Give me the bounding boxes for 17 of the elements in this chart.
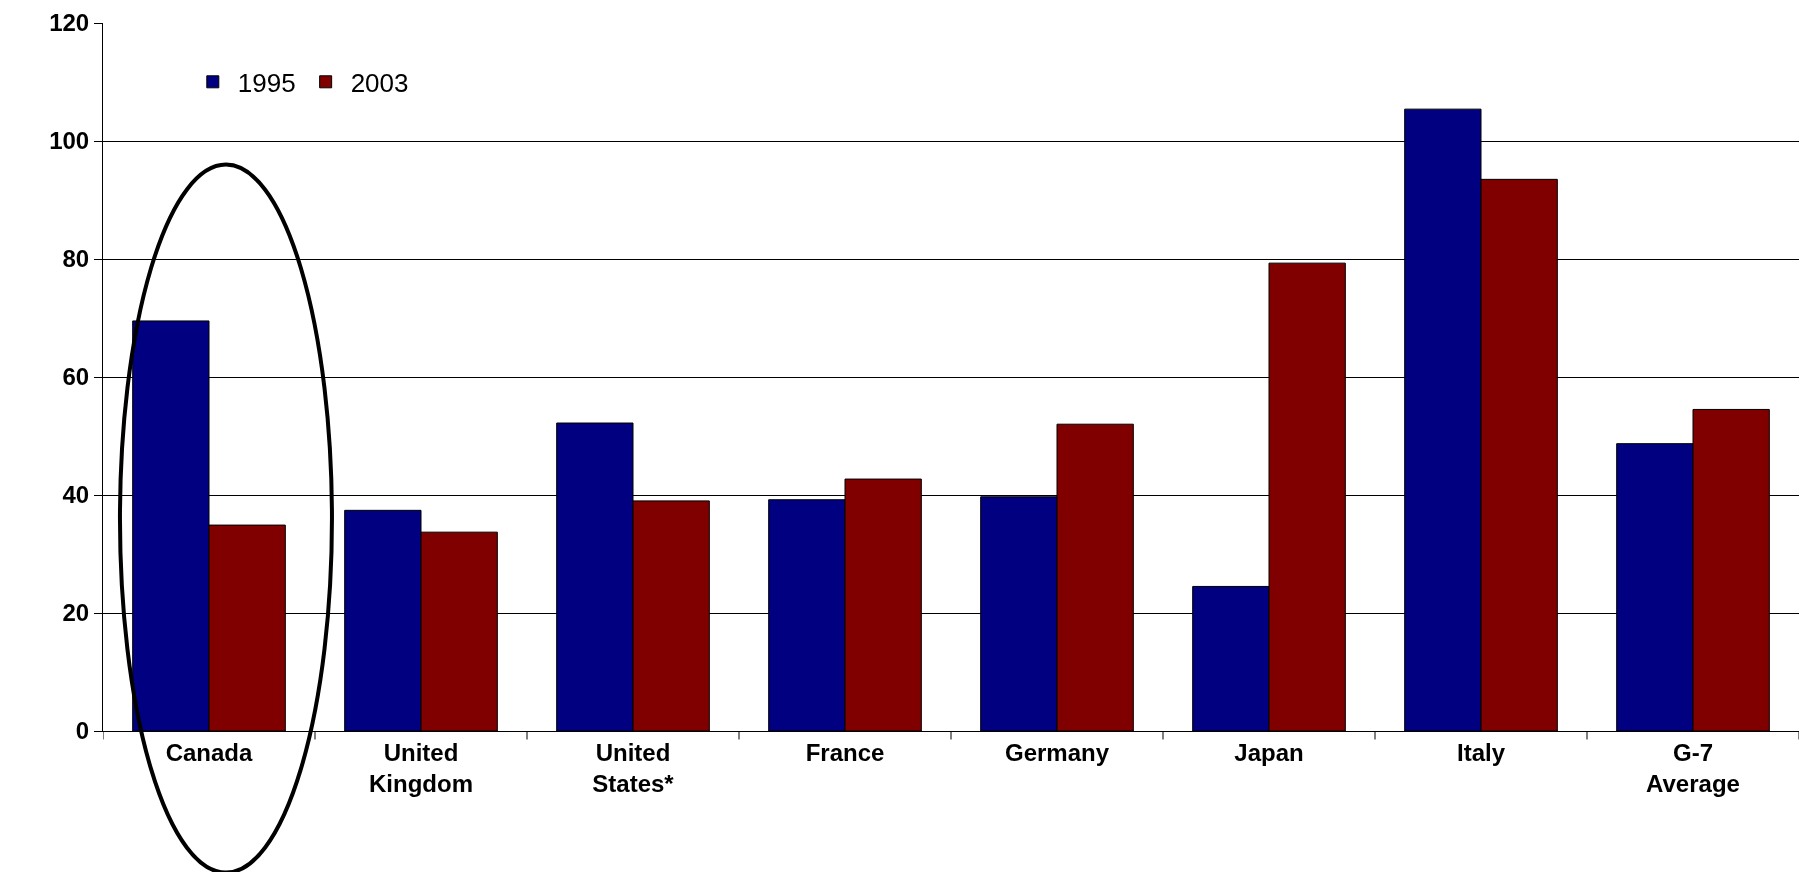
legend-label: 2003 [350, 67, 409, 98]
y-tick-label: 100 [49, 127, 90, 155]
y-tick-label: 120 [49, 9, 90, 37]
x-tick-label: United States* [592, 738, 675, 797]
y-tick-label: 60 [62, 363, 90, 391]
y-tick-label: 40 [62, 481, 90, 509]
x-tick-label: Germany [1004, 738, 1110, 766]
x-tick-label: France [805, 738, 885, 766]
x-tick-label: G-7 Average [1646, 738, 1740, 797]
y-tick-label: 80 [62, 245, 90, 273]
y-tick-label: 20 [62, 599, 90, 627]
x-tick-label: Japan [1234, 738, 1304, 766]
x-tick-label: Canada [165, 738, 253, 766]
y-tick-label: 0 [75, 717, 90, 745]
legend-label: 1995 [237, 67, 296, 98]
x-tick-label: Italy [1456, 738, 1506, 766]
x-tick-label: United Kingdom [369, 738, 473, 797]
